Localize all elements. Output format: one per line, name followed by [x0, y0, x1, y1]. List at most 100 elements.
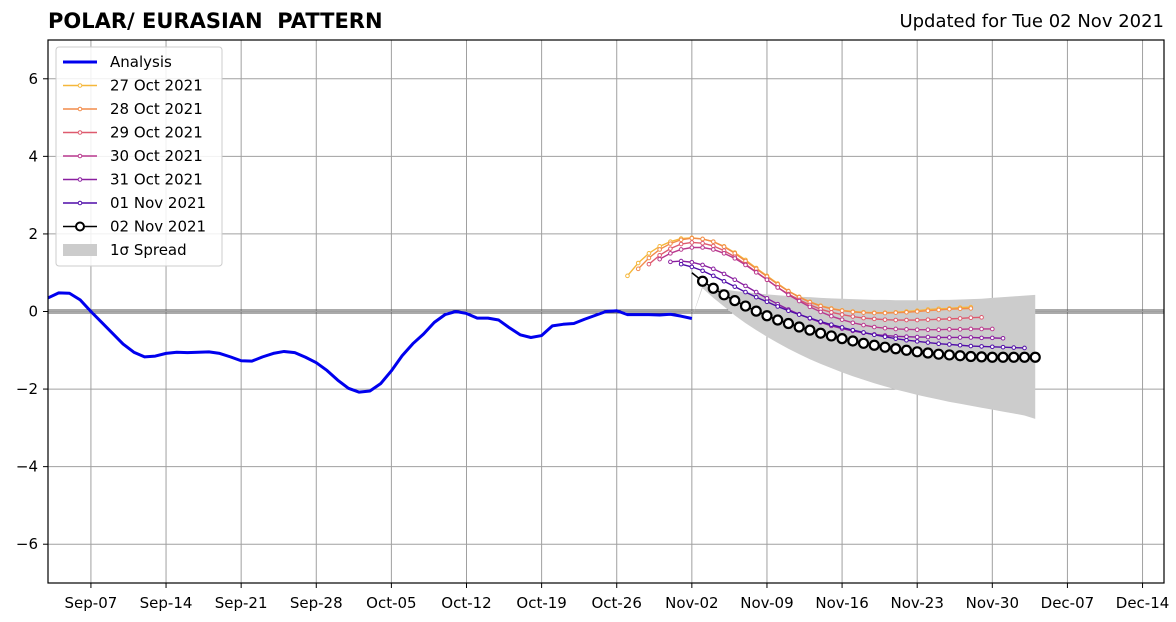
forecast-point: [711, 239, 716, 244]
latest-forecast-point: [696, 275, 709, 287]
forecast-point: [721, 278, 727, 284]
forecast-point: [957, 327, 963, 332]
forecast-point: [1011, 345, 1017, 350]
forecast-point: [850, 320, 856, 326]
forecast-point: [732, 284, 738, 289]
x-tick-label: Sep-28: [290, 594, 343, 612]
legend-label: 28 Oct 2021: [110, 100, 203, 118]
y-tick-label: −4: [16, 458, 38, 476]
forecast-point: [796, 298, 802, 304]
x-tick-label: Sep-21: [215, 594, 268, 612]
x-tick-label: Oct-26: [592, 594, 642, 612]
forecast-point: [871, 332, 877, 338]
forecast-point: [861, 330, 866, 335]
forecast-point: [936, 327, 941, 333]
forecast-point: [925, 340, 931, 345]
forecast-point: [721, 271, 727, 277]
latest-forecast-point: [772, 314, 784, 326]
x-tick-label: Nov-09: [740, 594, 793, 612]
forecast-point: [786, 292, 791, 298]
latest-forecast-point: [815, 327, 827, 339]
latest-forecast-point: [729, 295, 741, 307]
forecast-point: [893, 317, 899, 323]
forecast-point: [925, 317, 931, 322]
analysis-line: [47, 291, 693, 394]
forecast-point: [947, 306, 952, 312]
x-tick-label: Oct-12: [441, 594, 491, 612]
forecast-point: [689, 264, 695, 270]
legend-label: 27 Oct 2021: [110, 77, 203, 95]
forecast-point: [668, 259, 673, 265]
forecast-point: [829, 313, 834, 319]
forecast-point: [668, 246, 673, 251]
legend-label: 30 Oct 2021: [110, 147, 203, 165]
forecast-point: [807, 304, 813, 310]
forecast-point: [925, 308, 931, 314]
forecast-point: [947, 316, 952, 322]
x-tick-label: Oct-19: [516, 594, 566, 612]
forecast-point: [882, 317, 888, 322]
forecast-point: [968, 335, 974, 340]
forecast-point: [657, 256, 662, 262]
forecast-point: [957, 316, 963, 321]
latest-forecast-point: [943, 349, 955, 361]
forecast-point: [829, 322, 834, 327]
latest-forecast-point: [739, 300, 752, 312]
forecast-point: [839, 312, 845, 317]
forecast-point: [678, 261, 684, 267]
forecast-point: [904, 317, 909, 323]
x-tick-label: Dec-07: [1041, 594, 1095, 612]
forecast-point: [914, 339, 920, 344]
legend-label: 29 Oct 2021: [110, 124, 203, 142]
forecast-point: [807, 315, 813, 321]
forecast-point: [957, 342, 963, 348]
forecast-point: [668, 251, 673, 256]
forecast-point: [700, 240, 705, 246]
legend-swatch-marker: [77, 130, 83, 135]
forecast-point: [882, 334, 888, 340]
forecast-point: [646, 255, 652, 261]
forecast-point: [1000, 335, 1006, 341]
legend-swatch-marker: [75, 221, 85, 232]
forecast-point: [635, 260, 641, 266]
x-tick-label: Dec-14: [1116, 594, 1170, 612]
forecast-point: [957, 306, 963, 312]
y-tick-label: −2: [16, 380, 38, 398]
forecast-point: [990, 326, 995, 332]
forecast-point: [850, 327, 856, 333]
y-tick-label: −6: [16, 535, 38, 553]
forecast-point: [732, 256, 738, 261]
chart-title: POLAR/ EURASIAN PATTERN: [48, 9, 383, 33]
forecast-point: [979, 315, 984, 320]
forecast-point: [775, 285, 780, 290]
latest-forecast-point: [1008, 351, 1020, 363]
forecast-point: [979, 326, 984, 332]
forecast-point: [947, 335, 952, 340]
forecast-point: [904, 337, 909, 343]
latest-forecast-point: [804, 324, 816, 336]
forecast-point: [871, 316, 877, 322]
forecast-point: [914, 334, 920, 340]
forecast-point: [968, 315, 974, 321]
latest-forecast-point: [707, 282, 719, 294]
latest-forecast-point: [975, 351, 988, 363]
x-tick-label: Oct-05: [366, 594, 416, 612]
forecast-point: [743, 283, 748, 289]
latest-forecast-point: [782, 317, 795, 330]
forecast-point: [947, 327, 952, 332]
updated-date: Updated for Tue 02 Nov 2021: [899, 11, 1164, 32]
forecast-point: [689, 245, 695, 250]
forecast-point: [904, 309, 909, 315]
y-tick-label: 2: [28, 225, 38, 243]
forecast-point: [968, 326, 974, 332]
forecast-point: [657, 252, 662, 258]
latest-forecast-point: [825, 330, 837, 342]
latest-forecast-point: [868, 339, 880, 351]
forecast-point: [861, 315, 866, 321]
legend-label: Analysis: [110, 53, 172, 71]
forecast-point: [904, 327, 909, 332]
latest-forecast-point: [1029, 351, 1041, 363]
forecast-point: [925, 327, 931, 333]
forecast-point: [678, 237, 684, 243]
